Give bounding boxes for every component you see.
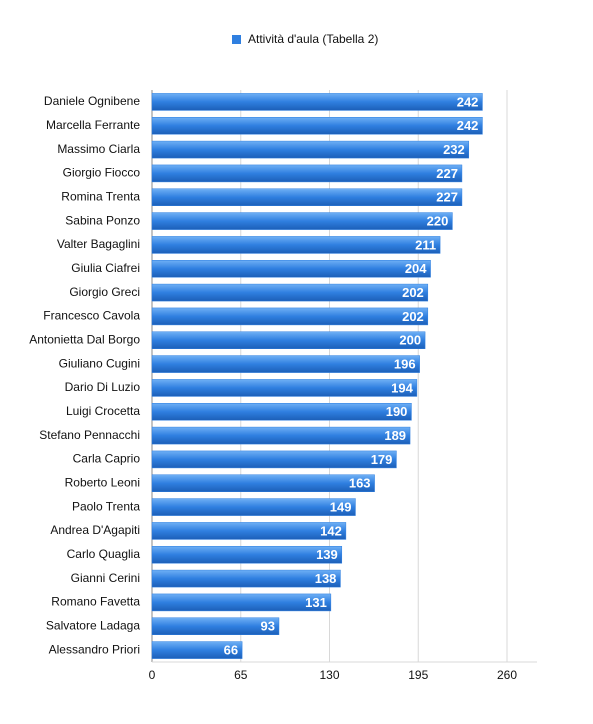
y-tick-label: Giorgio Fiocco bbox=[63, 166, 141, 180]
y-tick-label: Sabina Ponzo bbox=[65, 213, 140, 227]
y-tick-label: Daniele Ognibene bbox=[44, 94, 140, 108]
value-label: 220 bbox=[427, 214, 449, 229]
bar bbox=[151, 450, 397, 469]
y-tick-label: Gianni Cerini bbox=[71, 571, 140, 585]
x-tick-label: 0 bbox=[149, 668, 156, 682]
value-label: 131 bbox=[305, 595, 327, 610]
value-label: 149 bbox=[330, 500, 352, 515]
value-label: 190 bbox=[386, 404, 408, 419]
y-tick-label: Marcella Ferrante bbox=[46, 118, 140, 132]
y-tick-label: Giuliano Cugini bbox=[59, 356, 140, 370]
x-tick-label: 195 bbox=[408, 668, 428, 682]
value-label: 196 bbox=[394, 357, 416, 372]
y-tick-label: Carlo Quaglia bbox=[67, 547, 141, 561]
value-label: 202 bbox=[402, 309, 424, 324]
bar bbox=[151, 641, 243, 659]
bar bbox=[151, 546, 343, 564]
value-label: 204 bbox=[405, 261, 427, 276]
y-tick-label: Giorgio Greci bbox=[69, 285, 140, 299]
value-label: 194 bbox=[391, 380, 413, 395]
legend-label: Attività d'aula (Tabella 2) bbox=[248, 32, 378, 46]
y-tick-label: Valter Bagaglini bbox=[57, 237, 140, 251]
bar bbox=[151, 498, 356, 516]
value-label: 200 bbox=[399, 333, 421, 348]
bar bbox=[151, 236, 441, 254]
value-label: 66 bbox=[224, 643, 238, 658]
value-label: 179 bbox=[371, 452, 393, 467]
value-label: 142 bbox=[320, 523, 342, 538]
bar bbox=[151, 474, 375, 492]
bar bbox=[151, 140, 470, 159]
bar bbox=[151, 212, 453, 230]
value-label: 242 bbox=[457, 94, 479, 109]
bar bbox=[151, 283, 429, 302]
x-tick-label: 130 bbox=[319, 668, 339, 682]
y-tick-label: Alessandro Priori bbox=[49, 642, 140, 656]
value-label: 189 bbox=[384, 428, 406, 443]
y-tick-label: Luigi Crocetta bbox=[66, 404, 140, 418]
legend-swatch bbox=[232, 35, 241, 44]
y-tick-label: Massimo Ciarla bbox=[57, 142, 140, 156]
bar bbox=[151, 355, 420, 373]
value-label: 227 bbox=[436, 166, 458, 181]
bar bbox=[151, 260, 431, 278]
y-tick-label: Paolo Trenta bbox=[72, 499, 140, 513]
y-tick-label: Romina Trenta bbox=[61, 189, 140, 203]
bar bbox=[151, 117, 483, 135]
y-tick-label: Andrea D'Agapiti bbox=[50, 523, 140, 537]
bar bbox=[151, 569, 341, 588]
y-tick-label: Dario Di Luzio bbox=[65, 380, 141, 394]
value-label: 227 bbox=[436, 190, 458, 205]
bar bbox=[151, 617, 280, 635]
x-tick-label: 65 bbox=[234, 668, 248, 682]
value-label: 242 bbox=[457, 118, 479, 133]
y-tick-label: Antonietta Dal Borgo bbox=[29, 332, 140, 346]
y-tick-label: Romano Favetta bbox=[51, 595, 140, 609]
bar bbox=[151, 379, 418, 397]
bar bbox=[151, 93, 483, 111]
bar bbox=[151, 307, 429, 326]
bar bbox=[151, 522, 347, 540]
value-label: 232 bbox=[443, 142, 465, 157]
y-tick-label: Francesco Cavola bbox=[43, 309, 140, 323]
value-label: 202 bbox=[402, 285, 424, 300]
x-tick-label: 260 bbox=[497, 668, 517, 682]
y-tick-label: Stefano Pennacchi bbox=[39, 428, 140, 442]
y-tick-label: Giulia Ciafrei bbox=[71, 261, 140, 275]
bar bbox=[151, 403, 412, 421]
bar bbox=[151, 331, 426, 349]
value-label: 138 bbox=[315, 571, 337, 586]
y-tick-label: Roberto Leoni bbox=[65, 475, 140, 489]
value-label: 139 bbox=[316, 547, 338, 562]
value-label: 93 bbox=[261, 619, 275, 634]
y-tick-label: Salvatore Ladaga bbox=[46, 618, 140, 632]
bar bbox=[151, 593, 332, 612]
bar bbox=[151, 188, 463, 206]
value-label: 163 bbox=[349, 476, 371, 491]
bar bbox=[151, 426, 411, 445]
value-label: 211 bbox=[415, 237, 436, 252]
y-tick-label: Carla Caprio bbox=[73, 452, 141, 466]
bar bbox=[151, 164, 463, 183]
